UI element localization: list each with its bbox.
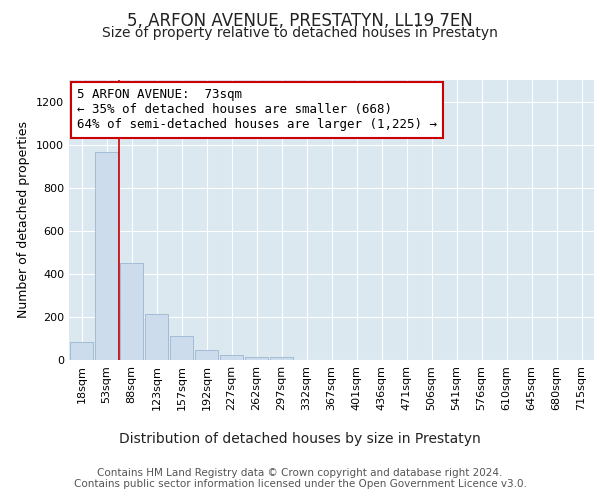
- Text: Contains HM Land Registry data © Crown copyright and database right 2024.
Contai: Contains HM Land Registry data © Crown c…: [74, 468, 526, 489]
- Bar: [145, 314, 169, 360]
- Y-axis label: Number of detached properties: Number of detached properties: [17, 122, 31, 318]
- Text: Distribution of detached houses by size in Prestatyn: Distribution of detached houses by size …: [119, 432, 481, 446]
- Bar: [95, 152, 118, 360]
- Bar: [70, 342, 94, 360]
- Text: Size of property relative to detached houses in Prestatyn: Size of property relative to detached ho…: [102, 26, 498, 40]
- Bar: [170, 336, 193, 360]
- Bar: [194, 350, 218, 360]
- Bar: [245, 358, 268, 360]
- Text: 5, ARFON AVENUE, PRESTATYN, LL19 7EN: 5, ARFON AVENUE, PRESTATYN, LL19 7EN: [127, 12, 473, 30]
- Bar: [269, 357, 293, 360]
- Bar: [119, 263, 143, 360]
- Bar: [220, 356, 244, 360]
- Text: 5 ARFON AVENUE:  73sqm
← 35% of detached houses are smaller (668)
64% of semi-de: 5 ARFON AVENUE: 73sqm ← 35% of detached …: [77, 88, 437, 132]
